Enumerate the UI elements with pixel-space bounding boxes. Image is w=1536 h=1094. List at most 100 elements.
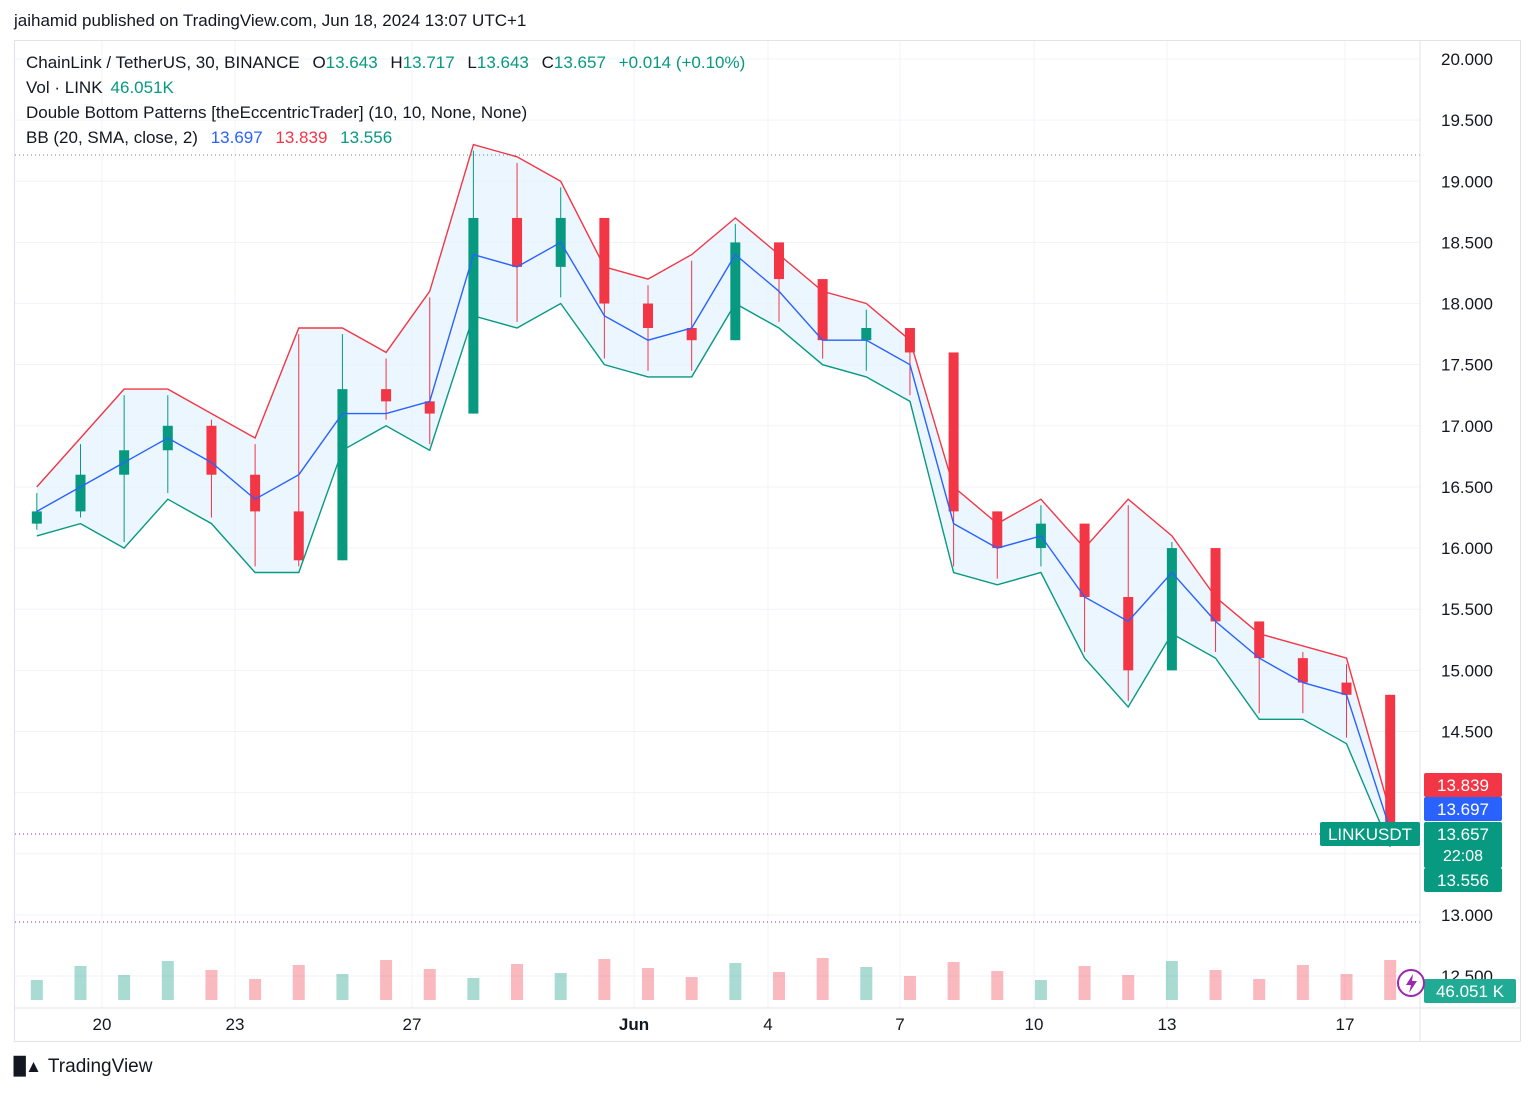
candle-body[interactable] bbox=[1166, 548, 1177, 671]
chart-frame bbox=[14, 40, 1521, 1042]
candle-body[interactable] bbox=[643, 303, 654, 328]
volume-bar bbox=[467, 978, 480, 1000]
candle-body[interactable] bbox=[337, 389, 348, 561]
bb-upper-line bbox=[36, 143, 1391, 813]
legend-bb-upper: 13.839 bbox=[275, 128, 328, 147]
price-tick-label: 16.000 bbox=[1441, 539, 1493, 558]
volume-bar bbox=[1209, 970, 1222, 1000]
candle-body[interactable] bbox=[1254, 621, 1265, 659]
candle-body[interactable] bbox=[1079, 523, 1090, 597]
volume-bar bbox=[903, 976, 916, 1000]
close-badge-price: 13.657 bbox=[1437, 825, 1489, 844]
volume-bar bbox=[336, 974, 349, 1000]
time-tick-label: 10 bbox=[1025, 1015, 1044, 1034]
symbol-badge[interactable]: LINKUSDT bbox=[1320, 822, 1420, 846]
candle-body[interactable] bbox=[686, 327, 697, 341]
volume-bar bbox=[1253, 979, 1266, 1000]
price-tick-label: 16.500 bbox=[1441, 478, 1493, 497]
legend-change: +0.014 (+0.10%) bbox=[618, 53, 746, 72]
upper-band-badge-text: 13.839 bbox=[1437, 776, 1489, 795]
legend-symbol[interactable]: ChainLink / TetherUS, 30, BINANCE bbox=[26, 53, 300, 72]
legend-indicator-row[interactable]: Double Bottom Patterns [theEccentricTrad… bbox=[26, 100, 745, 125]
candle-body[interactable] bbox=[424, 401, 435, 414]
time-tick-label: 4 bbox=[763, 1015, 772, 1034]
time-tick-label: 17 bbox=[1336, 1015, 1355, 1034]
price-tick-label: 18.500 bbox=[1441, 233, 1493, 252]
candle-body[interactable] bbox=[250, 474, 261, 512]
legend-bb-label: BB (20, SMA, close, 2) bbox=[26, 128, 198, 147]
price-tick-label: 19.500 bbox=[1441, 111, 1493, 130]
close-badge-bg bbox=[1424, 822, 1502, 868]
lower-band-badge[interactable]: 13.556 bbox=[1424, 868, 1502, 892]
time-tick-label: Jun bbox=[619, 1015, 649, 1034]
candle-body[interactable] bbox=[75, 474, 86, 512]
volume-bar bbox=[729, 963, 742, 1000]
candle-body[interactable] bbox=[1123, 596, 1134, 671]
volume-bar bbox=[816, 958, 829, 1000]
legend-high: 13.717 bbox=[402, 53, 455, 72]
bb-basis-line bbox=[36, 241, 1391, 830]
time-tick-label: 27 bbox=[403, 1015, 422, 1034]
legend-bb-basis: 13.697 bbox=[210, 128, 263, 147]
candle-body[interactable] bbox=[206, 425, 217, 475]
candle-body[interactable] bbox=[381, 389, 392, 402]
volume-bar bbox=[292, 965, 305, 1000]
candle-body[interactable] bbox=[512, 217, 523, 267]
volume-bar bbox=[1034, 980, 1047, 1000]
legend-low-label: L bbox=[467, 53, 477, 72]
volume-bar bbox=[1122, 975, 1135, 1000]
legend-indicator-name: Double Bottom Patterns [theEccentricTrad… bbox=[26, 103, 528, 122]
lightning-icon[interactable] bbox=[1397, 969, 1425, 997]
close-badge[interactable]: 13.657 22:08 bbox=[1424, 822, 1502, 868]
volume-bar bbox=[249, 979, 262, 1000]
volume-bar bbox=[685, 977, 698, 1000]
candle-body[interactable] bbox=[31, 511, 42, 524]
lightning-icon-bolt bbox=[1406, 974, 1417, 993]
volume-bar bbox=[423, 969, 436, 1000]
candle-body[interactable] bbox=[293, 511, 304, 561]
candle-body[interactable] bbox=[1210, 548, 1221, 622]
volume-bar bbox=[118, 975, 131, 1000]
tradingview-logo[interactable]: ▉▲ TradingView bbox=[14, 1056, 152, 1078]
candle-body[interactable] bbox=[773, 242, 784, 280]
legend-volume-row[interactable]: Vol · LINK 46.051K bbox=[26, 75, 745, 100]
legend-high-label: H bbox=[390, 53, 403, 72]
volume-bar bbox=[205, 970, 218, 1000]
price-tick-label: 15.000 bbox=[1441, 661, 1493, 680]
bb-lower-line bbox=[36, 302, 1391, 848]
price-tick-label: 18.000 bbox=[1441, 295, 1493, 314]
volume-bar bbox=[30, 980, 43, 1000]
candle-body[interactable] bbox=[817, 279, 828, 341]
legend-close: 13.657 bbox=[553, 53, 606, 72]
lower-band-badge-bg bbox=[1424, 868, 1502, 892]
basis-badge-bg bbox=[1424, 797, 1502, 821]
price-tick-label: 15.500 bbox=[1441, 600, 1493, 619]
price-tick-label: 17.000 bbox=[1441, 417, 1493, 436]
price-tick-label: 19.000 bbox=[1441, 172, 1493, 191]
candle-body[interactable] bbox=[1341, 682, 1352, 695]
candle-body[interactable] bbox=[1385, 694, 1396, 835]
candle-body[interactable] bbox=[948, 352, 959, 512]
lower-band-badge-text: 13.556 bbox=[1437, 871, 1489, 890]
bollinger-band-fill bbox=[36, 144, 1391, 847]
legend-bb-row[interactable]: BB (20, SMA, close, 2) 13.697 13.839 13.… bbox=[26, 125, 745, 150]
legend-open-label: O bbox=[312, 53, 326, 72]
basis-badge[interactable]: 13.697 bbox=[1424, 797, 1502, 821]
volume-bars bbox=[30, 958, 1397, 1000]
time-tick-label: 20 bbox=[93, 1015, 112, 1034]
legend-low: 13.643 bbox=[476, 53, 529, 72]
candle-body[interactable] bbox=[730, 242, 741, 341]
volume-bar bbox=[1296, 965, 1309, 1000]
candle-body[interactable] bbox=[599, 217, 610, 304]
price-tick-label: 14.500 bbox=[1441, 722, 1493, 741]
volume-badge[interactable]: 46.051 K bbox=[1424, 979, 1516, 1003]
candle-body[interactable] bbox=[992, 511, 1003, 549]
volume-bar bbox=[598, 959, 611, 1000]
price-tick-label: 20.000 bbox=[1441, 50, 1493, 69]
upper-band-badge[interactable]: 13.839 bbox=[1424, 773, 1502, 797]
volume-bar bbox=[511, 964, 524, 1000]
candle-body[interactable] bbox=[1297, 658, 1308, 683]
volume-bar bbox=[947, 962, 960, 1000]
candle-body[interactable] bbox=[861, 327, 872, 341]
